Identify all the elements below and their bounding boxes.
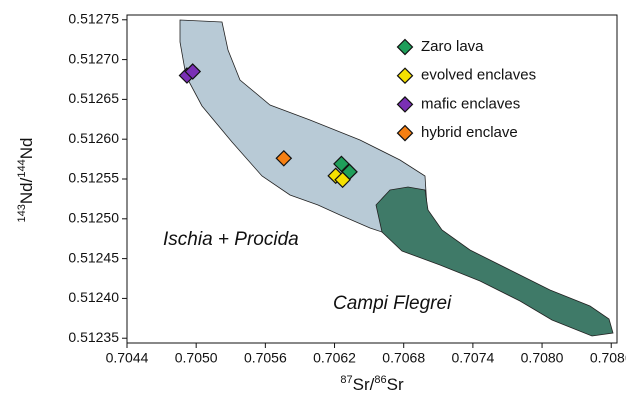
y-tick-label: 0.51245 xyxy=(68,249,119,265)
y-tick-label: 0.51235 xyxy=(68,329,119,345)
label-text: Sr/ xyxy=(353,375,375,394)
y-tick-label: 0.51240 xyxy=(68,289,119,305)
superscript: 87 xyxy=(340,374,352,386)
x-tick-label: 0.7062 xyxy=(313,350,356,366)
annotation: Ischia + Procida xyxy=(163,229,299,250)
y-tick-label: 0.51275 xyxy=(68,10,119,26)
label-text: Nd/ xyxy=(17,177,36,204)
legend-label: mafic enclaves xyxy=(421,95,520,112)
label-text: Sr xyxy=(387,375,404,394)
legend-marker xyxy=(396,67,414,85)
annotation: Campi Flegrei xyxy=(333,293,452,314)
point xyxy=(184,63,202,80)
point xyxy=(334,171,351,189)
x-tick-label: 0.7086 xyxy=(590,350,626,366)
superscript: 86 xyxy=(374,374,386,386)
legend-marker xyxy=(396,38,414,56)
legend-label: hybrid enclave xyxy=(421,124,518,141)
label-text: Nd xyxy=(17,138,36,160)
point xyxy=(327,167,345,185)
x-tick-label: 0.7050 xyxy=(175,350,218,366)
y-tick-label: 0.51255 xyxy=(68,170,119,186)
x-tick-label: 0.7056 xyxy=(244,350,287,366)
y-tick-label: 0.51250 xyxy=(68,210,119,226)
point xyxy=(333,155,350,173)
x-tick-label: 0.7068 xyxy=(382,350,425,366)
x-tick-label: 0.7080 xyxy=(521,350,564,366)
y-axis-label: 143Nd/144Nd xyxy=(16,138,37,223)
legend-marker xyxy=(396,124,414,142)
legend-label: evolved enclaves xyxy=(421,67,536,84)
y-tick-label: 0.51260 xyxy=(68,130,119,146)
y-tick-label: 0.51265 xyxy=(68,90,119,106)
legend-label: Zaro lava xyxy=(421,38,484,55)
campi-field xyxy=(375,186,614,337)
superscript: 143 xyxy=(16,204,28,222)
superscript: 144 xyxy=(16,159,28,177)
point xyxy=(275,149,293,167)
legend-marker xyxy=(396,96,414,113)
y-tick-label: 0.51270 xyxy=(68,50,119,66)
x-tick-label: 0.7044 xyxy=(106,350,149,366)
x-axis-label: 87Sr/86Sr xyxy=(340,374,404,395)
x-tick-label: 0.7074 xyxy=(451,350,494,366)
